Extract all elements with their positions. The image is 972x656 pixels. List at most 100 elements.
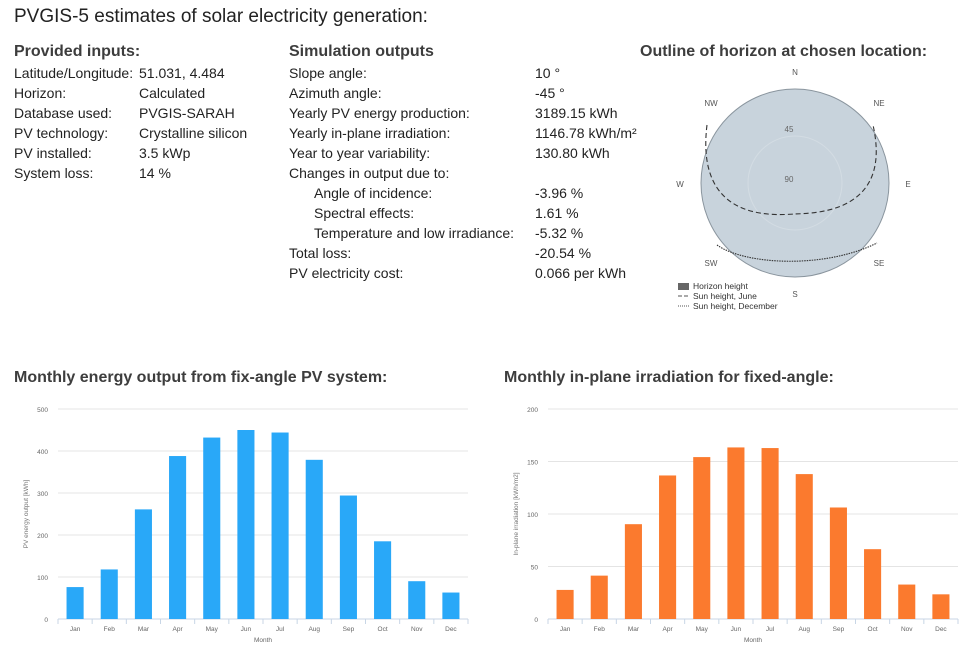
outputs-label: Azimuth angle: <box>289 85 382 101</box>
x-tick-label: May <box>696 626 709 633</box>
compass-n: N <box>792 68 798 77</box>
compass-sw: SW <box>705 259 718 268</box>
outputs-label: Yearly PV energy production: <box>289 105 470 121</box>
x-tick-label: Sep <box>343 626 355 633</box>
outputs-label: Changes in output due to: <box>289 165 450 181</box>
x-tick-label: Jan <box>560 626 571 633</box>
x-tick-label: Jan <box>70 626 81 633</box>
inputs-label: PV technology: <box>14 125 109 141</box>
outputs-value: -3.96 % <box>535 185 584 201</box>
x-tick-label: Feb <box>104 626 116 633</box>
y-tick-label: 0 <box>44 617 48 624</box>
x-tick-label: Sep <box>833 626 845 633</box>
compass-e: E <box>905 180 910 189</box>
compass-se: SE <box>874 259 885 268</box>
y-tick-label: 150 <box>527 460 538 467</box>
outputs-label: Temperature and low irradiance: <box>314 225 514 241</box>
x-tick-label: Jul <box>766 626 775 633</box>
compass-nw: NW <box>704 99 718 108</box>
bar-aug <box>305 459 323 619</box>
legend-label: Sun height, December <box>693 301 778 311</box>
ring-label-90: 90 <box>785 175 794 184</box>
outputs-row: Total loss: -20.54 % <box>289 243 649 263</box>
bar-jan <box>66 587 84 619</box>
compass-s: S <box>792 290 797 299</box>
y-tick-label: 200 <box>37 533 48 540</box>
outputs-row: Changes in output due to: <box>289 163 649 183</box>
irradiation-chart-title: Monthly in-plane irradiation for fixed-a… <box>504 369 834 386</box>
outputs-value: 3189.15 kWh <box>535 105 618 121</box>
y-tick-label: 100 <box>527 512 538 519</box>
outputs-row: Yearly PV energy production: 3189.15 kWh <box>289 103 649 123</box>
y-tick-label: 500 <box>37 407 48 414</box>
inputs-label: PV installed: <box>14 145 92 161</box>
x-tick-label: Nov <box>901 626 913 633</box>
sun-path-june <box>705 124 877 216</box>
outputs-value: -20.54 % <box>535 245 592 261</box>
energy-chart: 0 100 200 300 400 500 Jan Feb Mar Apr May Jun Jul Aug… <box>23 407 469 644</box>
inputs-heading: Provided inputs: <box>14 43 141 60</box>
inputs-row: PV technology: Crystalline silicon <box>14 123 274 143</box>
inputs-row: Database used: PVGIS-SARAH <box>14 103 274 123</box>
outputs-label: Slope angle: <box>289 65 367 81</box>
x-tick-label: Aug <box>798 626 810 633</box>
outputs-label: Spectral effects: <box>314 205 415 221</box>
energy-chart-title: Monthly energy output from fix-angle PV … <box>14 369 388 386</box>
x-tick-label: Jun <box>731 626 742 633</box>
bar-nov <box>898 584 916 619</box>
bar-dec <box>932 594 950 619</box>
x-tick-label: Oct <box>868 626 878 633</box>
bar-apr <box>659 475 677 619</box>
outputs-label: Year to year variability: <box>289 145 431 161</box>
bar-jan <box>556 589 574 619</box>
inputs-value: 51.031, 4.484 <box>139 65 225 81</box>
compass-ne: NE <box>873 99 884 108</box>
inputs-value: 3.5 kWp <box>139 145 191 161</box>
outputs-label: Total loss: <box>289 245 352 261</box>
inputs-row: Latitude/Longitude: 51.031, 4.484 <box>14 63 274 83</box>
y-tick-label: 400 <box>37 449 48 456</box>
outputs-table: Slope angle: 10 ° Azimuth angle: -45 ° Yearl… <box>289 63 649 288</box>
y-axis-label: PV energy output [kWh] <box>23 479 30 548</box>
x-tick-label: Apr <box>173 626 184 633</box>
horizon-heading: Outline of horizon at chosen location: <box>640 43 928 60</box>
bar-oct <box>864 549 882 619</box>
ring-45 <box>747 135 843 231</box>
sun-path-december <box>716 242 878 262</box>
bar-jul <box>271 432 289 619</box>
bar-feb <box>590 575 608 619</box>
outputs-value: -5.32 % <box>535 225 584 241</box>
x-tick-label: Nov <box>411 626 423 633</box>
inputs-row: System loss: 14 % <box>14 163 274 183</box>
outputs-row: Azimuth angle: -45 ° <box>289 83 649 103</box>
bar-sep <box>829 507 847 619</box>
bar-dec <box>442 592 460 619</box>
x-tick-label: Mar <box>628 626 640 633</box>
page-title: PVGIS-5 estimates of solar electricity g… <box>14 6 428 27</box>
x-tick-label: Oct <box>378 626 388 633</box>
outputs-heading: Simulation outputs <box>289 43 434 60</box>
bar-sep <box>339 495 357 619</box>
legend-label: Sun height, June <box>693 291 757 301</box>
inputs-value: Calculated <box>139 85 206 101</box>
x-tick-label: Jun <box>241 626 252 633</box>
inputs-table: Latitude/Longitude: 51.031, 4.484 Horizon:… <box>14 63 274 188</box>
outputs-value: 10 ° <box>535 65 561 81</box>
x-tick-label: Dec <box>935 626 947 633</box>
bar-may <box>693 457 711 619</box>
outputs-value: 1146.78 kWh/m² <box>535 125 637 141</box>
outputs-value: 130.80 kWh <box>535 145 610 161</box>
legend-label: Horizon height <box>693 281 748 291</box>
inputs-value: Crystalline silicon <box>139 125 248 141</box>
outputs-label: Yearly in-plane irradiation: <box>289 125 451 141</box>
inputs-value: 14 % <box>139 165 171 181</box>
bar-nov <box>408 581 426 619</box>
y-axis-label: In-plane irradiation [kWh/m2] <box>513 472 520 555</box>
bar-feb <box>100 569 118 619</box>
inputs-value: PVGIS-SARAH <box>139 105 235 121</box>
bar-oct <box>374 541 392 619</box>
bar-jun <box>237 430 255 619</box>
outputs-row: Yearly in-plane irradiation: 1146.78 kWh/… <box>289 123 649 143</box>
outputs-value: 0.066 per kWh <box>535 265 627 281</box>
outputs-label: Angle of incidence: <box>314 185 433 201</box>
